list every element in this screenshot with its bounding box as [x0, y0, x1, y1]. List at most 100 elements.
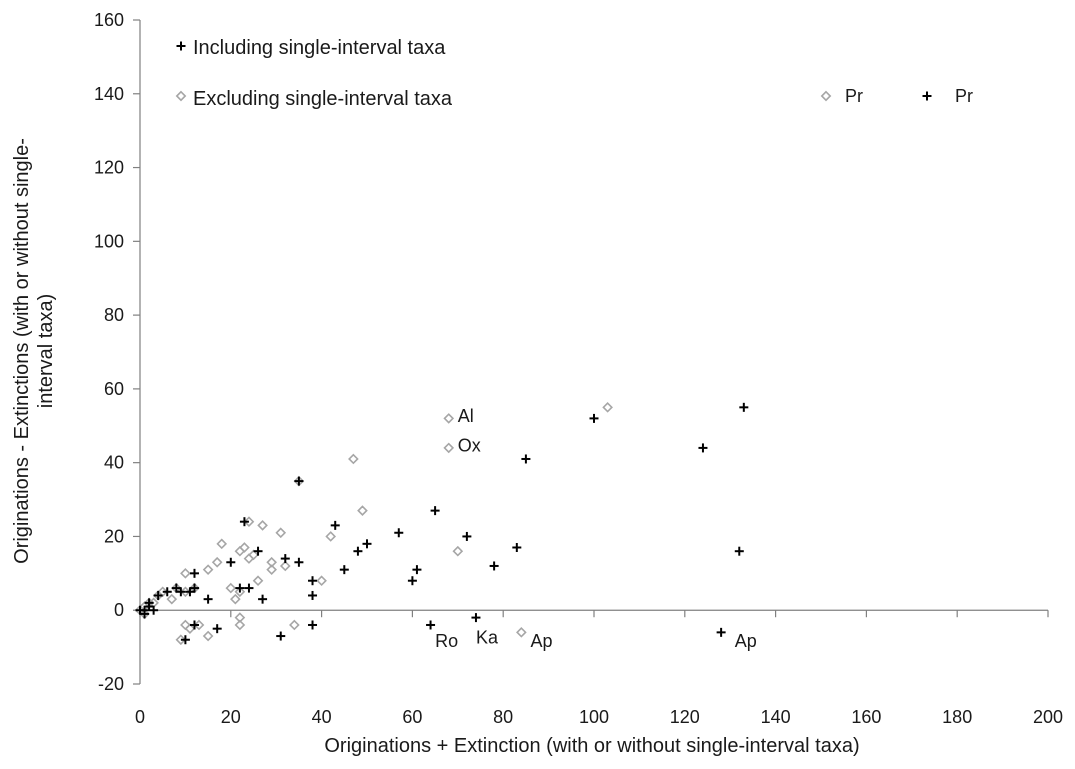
- legend-plus-mark: [176, 41, 186, 51]
- data-point-including: [235, 583, 245, 593]
- x-tick-label: 160: [851, 707, 881, 727]
- data-point-including: [176, 587, 186, 597]
- data-point-excluding: [243, 516, 255, 528]
- pr-legend-label-diamond: Pr: [845, 86, 863, 106]
- data-point-including: [258, 594, 268, 604]
- data-point-including: [244, 583, 254, 593]
- data-point-excluding: [216, 538, 228, 550]
- data-point-excluding: [234, 619, 246, 631]
- data-point-including: [716, 627, 726, 637]
- data-point-including: [698, 443, 708, 453]
- x-tick-label: 0: [135, 707, 145, 727]
- data-point-excluding: [452, 545, 464, 557]
- x-tick-label: 40: [312, 707, 332, 727]
- data-point-excluding: [166, 593, 178, 605]
- data-point-including: [353, 546, 363, 556]
- y-tick-label: 80: [104, 305, 124, 325]
- point-annotation: Ap: [530, 631, 552, 651]
- data-point-including: [171, 583, 181, 593]
- data-point-including: [471, 613, 481, 623]
- y-tick-label: 100: [94, 231, 124, 251]
- data-point-excluding: [180, 586, 191, 598]
- data-point-including: [189, 568, 199, 578]
- data-point-excluding: [602, 402, 613, 413]
- x-tick-label: 120: [670, 707, 700, 727]
- data-point-excluding: [266, 564, 277, 575]
- data-point-excluding: [157, 586, 169, 598]
- data-point-including: [330, 520, 340, 530]
- data-point-including: [308, 620, 318, 630]
- data-point-including: [203, 594, 213, 604]
- data-point-including: [226, 557, 236, 567]
- data-points: [134, 402, 749, 646]
- y-tick-label: 60: [104, 379, 124, 399]
- data-point-including: [412, 565, 422, 575]
- data-point-including: [462, 531, 472, 541]
- data-point-excluding: [211, 556, 223, 568]
- x-tick-label: 20: [221, 707, 241, 727]
- x-tick-label: 200: [1033, 707, 1063, 727]
- data-point-excluding: [234, 586, 246, 598]
- data-point-excluding: [348, 453, 359, 465]
- pr-legend: Pr Pr: [820, 86, 973, 106]
- pr-legend-marker-diamond: [820, 90, 832, 102]
- data-point-including: [153, 590, 163, 600]
- data-point-including: [180, 635, 190, 645]
- legend-label-excluding: Excluding single-interval taxa: [193, 88, 453, 110]
- y-tick-label: 120: [94, 158, 124, 178]
- data-point-excluding: [193, 619, 205, 631]
- data-point-including: [140, 609, 150, 619]
- x-tick-label: 180: [942, 707, 972, 727]
- data-point-excluding: [225, 582, 237, 594]
- y-tick-label: 20: [104, 526, 124, 546]
- point-annotations: Al Ox Ro Ka Ap Ap: [435, 406, 757, 651]
- data-point-including: [189, 583, 199, 593]
- point-annotation: Al: [458, 406, 474, 426]
- data-point-including: [407, 576, 417, 586]
- data-point-including: [426, 620, 436, 630]
- data-point-excluding: [239, 542, 250, 553]
- data-point-excluding: [257, 520, 268, 531]
- data-point-excluding: [516, 627, 527, 638]
- data-point-excluding: [180, 568, 191, 579]
- data-point-excluding: [202, 564, 214, 575]
- data-point-including: [276, 631, 286, 641]
- x-tick-label: 60: [402, 707, 422, 727]
- data-point-excluding: [443, 442, 455, 454]
- data-point-excluding: [357, 505, 368, 516]
- data-point-including: [589, 413, 599, 423]
- legend-label-including: Including single-interval taxa: [193, 37, 446, 59]
- x-tick-label: 80: [493, 707, 513, 727]
- y-tick-label: -20: [98, 674, 124, 694]
- pr-legend-label-plus: Pr: [955, 86, 973, 106]
- point-annotation: Ap: [735, 631, 757, 651]
- point-annotation: Ro: [435, 631, 458, 651]
- data-point-including: [362, 539, 372, 549]
- data-point-including: [162, 587, 172, 597]
- point-annotation: Ka: [476, 627, 499, 647]
- x-tick-label: 100: [579, 707, 609, 727]
- data-point-including: [394, 528, 404, 538]
- data-point-excluding: [275, 527, 287, 539]
- y-axis-title-line-1: Originations - Extinctions (with or with…: [11, 138, 33, 564]
- data-point-including: [734, 546, 744, 556]
- legend-marker-including: [176, 41, 186, 51]
- y-tick-label: 160: [94, 10, 124, 30]
- data-point-including: [339, 565, 349, 575]
- data-point-excluding: [316, 575, 327, 587]
- pr-legend-marker-plus: [922, 91, 932, 101]
- data-point-excluding: [443, 413, 455, 424]
- data-point-including: [239, 517, 249, 527]
- data-point-excluding: [289, 619, 300, 631]
- data-point-including: [512, 543, 522, 553]
- pr-plus-mark: [922, 91, 932, 101]
- data-point-including: [189, 620, 199, 630]
- data-point-including: [280, 554, 290, 564]
- pr-diamond-mark: [820, 90, 832, 102]
- legend-diamond-mark: [175, 90, 187, 102]
- y-axis-title-line-2: interval taxa): [35, 294, 57, 409]
- legend: Including single-interval taxa Excluding…: [175, 37, 453, 110]
- data-point-excluding: [252, 575, 264, 587]
- data-point-including: [294, 476, 304, 486]
